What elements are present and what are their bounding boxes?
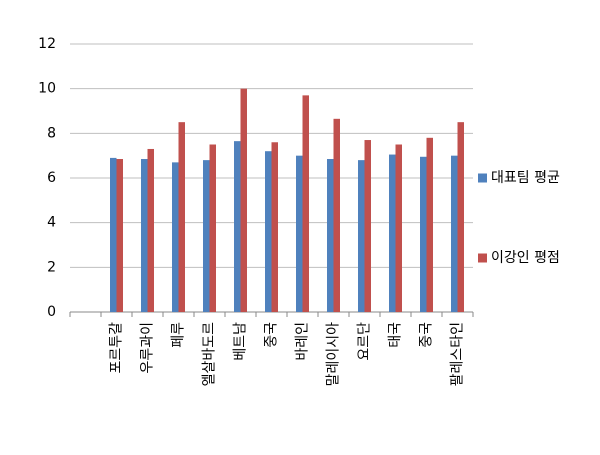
y-tick-label: 12	[38, 36, 56, 52]
y-tick-label: 10	[38, 81, 56, 97]
x-tick-label: 말레이시아	[326, 322, 342, 387]
x-tick-label: 페루	[171, 322, 187, 348]
x-tick-label: 팔레스타인	[450, 322, 466, 386]
bar	[389, 154, 396, 312]
bar	[240, 88, 247, 313]
bar	[451, 155, 458, 312]
x-tick-label: 중국	[419, 322, 435, 348]
bar	[333, 118, 340, 312]
bar	[265, 151, 272, 312]
bar	[209, 144, 216, 312]
bar	[302, 95, 309, 312]
y-tick-label: 6	[47, 170, 56, 186]
bar	[141, 159, 148, 312]
bar	[178, 122, 185, 313]
bar	[147, 148, 154, 312]
bar	[172, 162, 179, 312]
y-tick-label: 8	[47, 125, 56, 141]
y-tick-label: 4	[47, 215, 56, 231]
x-tick-label: 요르단	[357, 322, 373, 361]
x-tick-label: 포르투갈	[109, 322, 125, 374]
legend-swatch	[478, 253, 487, 263]
x-tick-label: 태국	[388, 322, 404, 348]
x-tick-label: 중국	[264, 322, 280, 348]
bar	[358, 160, 365, 312]
x-tick-label: 바레인	[295, 322, 311, 361]
bar	[327, 159, 334, 312]
bar	[116, 159, 123, 312]
y-tick-label: 2	[47, 259, 56, 275]
y-tick-label: 0	[47, 304, 56, 320]
bar	[203, 160, 210, 312]
bar	[296, 155, 303, 312]
x-tick-label: 베트남	[233, 322, 249, 361]
legend-label: 대표팀 평균	[491, 170, 560, 186]
bar	[420, 156, 427, 312]
bar	[457, 122, 464, 313]
bar	[234, 141, 241, 312]
bar	[110, 157, 117, 312]
x-tick-label: 엘살바도르	[202, 322, 218, 387]
x-tick-label: 우루과이	[140, 322, 156, 374]
bar	[426, 137, 433, 312]
bar	[364, 140, 371, 312]
bar	[395, 144, 402, 312]
legend-swatch	[478, 173, 487, 183]
bar	[271, 142, 278, 312]
legend-label: 이강인 평점	[491, 250, 560, 266]
